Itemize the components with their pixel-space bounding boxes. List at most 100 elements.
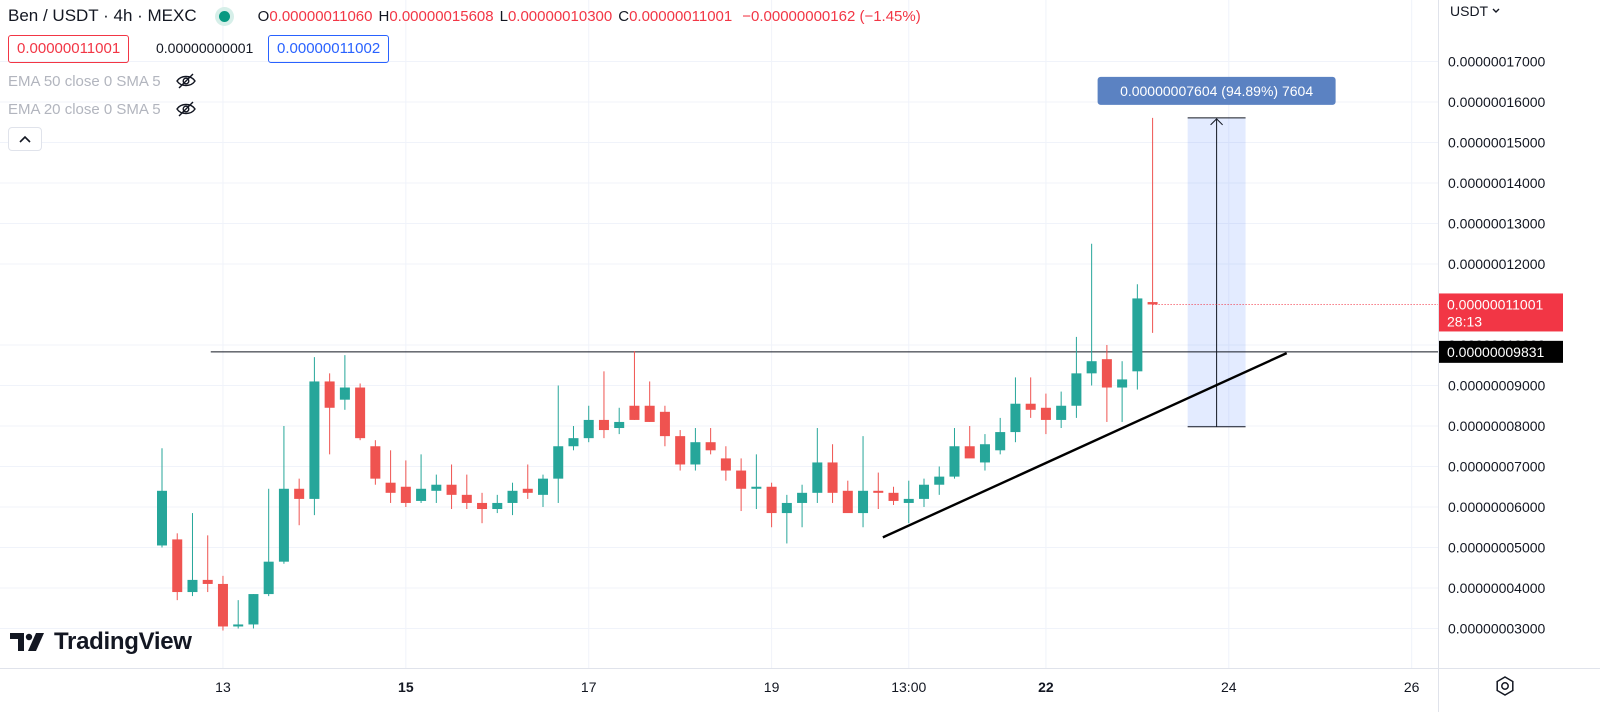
price-tick-label: 0.00000015000 — [1448, 135, 1546, 151]
candle-body — [187, 579, 198, 593]
candle-body — [964, 446, 975, 459]
price-tick-label: 0.00000005000 — [1448, 540, 1546, 556]
brand-name: TradingView — [54, 628, 192, 655]
candle-body — [538, 478, 548, 495]
time-tick-label: 19 — [764, 679, 780, 695]
time-tick-label: 26 — [1404, 679, 1420, 695]
indicator-label: EMA 20 close 0 SMA 5 — [8, 100, 161, 118]
price-tick-label: 0.00000009000 — [1448, 378, 1546, 394]
current-price-label: 0.00000011001 — [1447, 296, 1543, 312]
candle-body — [919, 484, 929, 499]
support-trendline — [882, 352, 1288, 539]
candle-body — [309, 381, 320, 499]
price-tick-label: 0.00000017000 — [1448, 54, 1546, 70]
candle-body — [903, 498, 914, 503]
currency-label: USDT — [1450, 3, 1489, 19]
candle-body — [1147, 302, 1158, 305]
candle-body — [644, 405, 655, 422]
indicator-label: EMA 50 close 0 SMA 5 — [8, 72, 161, 90]
candle-body — [278, 488, 289, 562]
price-tick-label: 0.00000013000 — [1448, 216, 1546, 232]
candle-body — [614, 421, 625, 429]
candle-body — [659, 411, 670, 437]
sell-price-button[interactable]: 0.00000011001 — [8, 35, 130, 63]
candle-body — [629, 405, 640, 420]
candle-body — [1101, 359, 1112, 388]
candle-body — [157, 490, 167, 546]
candle-body — [797, 492, 808, 503]
candle-body — [766, 486, 777, 514]
eye-hidden-icon[interactable] — [175, 72, 197, 90]
settings-gear-icon[interactable] — [1494, 675, 1516, 697]
candle-body — [324, 381, 335, 408]
price-tick-label: 0.00000014000 — [1448, 175, 1546, 191]
eye-hidden-icon[interactable] — [175, 100, 197, 118]
collapse-legend-button[interactable] — [8, 127, 42, 151]
candle-body — [827, 462, 838, 493]
candle-body — [217, 583, 228, 627]
candle-body — [675, 436, 686, 465]
time-tick-label: 17 — [581, 679, 597, 695]
price-tick-label: 0.00000016000 — [1448, 94, 1546, 110]
candle-body — [690, 442, 701, 465]
bar-countdown-label: 28:13 — [1447, 313, 1482, 329]
candle-body — [583, 419, 594, 439]
resistance-price-tag — [1439, 340, 1563, 363]
open-value: 0.00000011060 — [269, 7, 373, 25]
change-value: −0.00000000162 (−1.45%) — [742, 7, 921, 25]
currency-selector[interactable]: USDT — [1450, 3, 1501, 19]
candle-body — [1025, 403, 1036, 410]
candle-body — [172, 539, 183, 593]
candle-body — [263, 561, 274, 595]
candle-body — [979, 444, 990, 463]
candle-body — [1040, 407, 1051, 420]
chevron-up-icon — [19, 135, 31, 143]
candle-body — [202, 579, 213, 584]
price-range-label: 0.00000007604 (94.89%) 7604 — [1120, 83, 1313, 99]
indicator-ema-20[interactable]: EMA 20 close 0 SMA 5 — [8, 100, 197, 118]
candle-body — [720, 458, 731, 471]
candle-body — [705, 442, 716, 451]
candle-body — [1117, 379, 1128, 388]
candle-body — [477, 502, 488, 510]
candle-body — [446, 484, 457, 495]
close-label: C — [618, 7, 630, 25]
candle-body — [1086, 361, 1097, 374]
candle-body — [1010, 403, 1021, 433]
candle-body — [751, 486, 762, 489]
candle-body — [355, 387, 366, 439]
candle-body — [507, 490, 518, 503]
candle-body — [888, 492, 899, 501]
high-label: H — [378, 7, 390, 25]
price-tick-label: 0.00000003000 — [1448, 621, 1546, 637]
candle-body — [858, 490, 869, 514]
price-range-arrowhead — [1210, 118, 1223, 126]
candle-body — [873, 490, 884, 493]
candle-body — [949, 446, 960, 477]
candle-body — [294, 488, 305, 499]
candle-body — [370, 446, 381, 479]
candle-body — [492, 502, 503, 510]
market-status-icon[interactable] — [218, 10, 230, 22]
high-value: 0.00000015608 — [389, 7, 494, 25]
close-value: 0.00000011001 — [629, 7, 733, 25]
indicator-ema-50[interactable]: EMA 50 close 0 SMA 5 — [8, 72, 197, 90]
symbol-title[interactable]: Ben / USDT · 4h · MEXC — [8, 6, 197, 25]
price-tick-label: 0.00000006000 — [1448, 499, 1546, 515]
time-tick-label: 13 — [215, 679, 231, 695]
candle-body — [339, 387, 350, 400]
candle-body — [781, 502, 792, 514]
price-tick-label: 0.00000008000 — [1448, 418, 1546, 434]
time-tick-label: 22 — [1038, 679, 1054, 695]
candle-body — [248, 594, 259, 625]
buy-price-button[interactable]: 0.00000011002 — [268, 35, 390, 63]
candle-body — [461, 494, 472, 503]
time-tick-label: 13:00 — [891, 679, 926, 695]
candle-body — [233, 624, 244, 627]
tradingview-logo[interactable]: TradingView — [10, 628, 192, 656]
candle-body — [1132, 298, 1143, 372]
candle-body — [1071, 373, 1082, 406]
candle-body — [842, 490, 853, 514]
